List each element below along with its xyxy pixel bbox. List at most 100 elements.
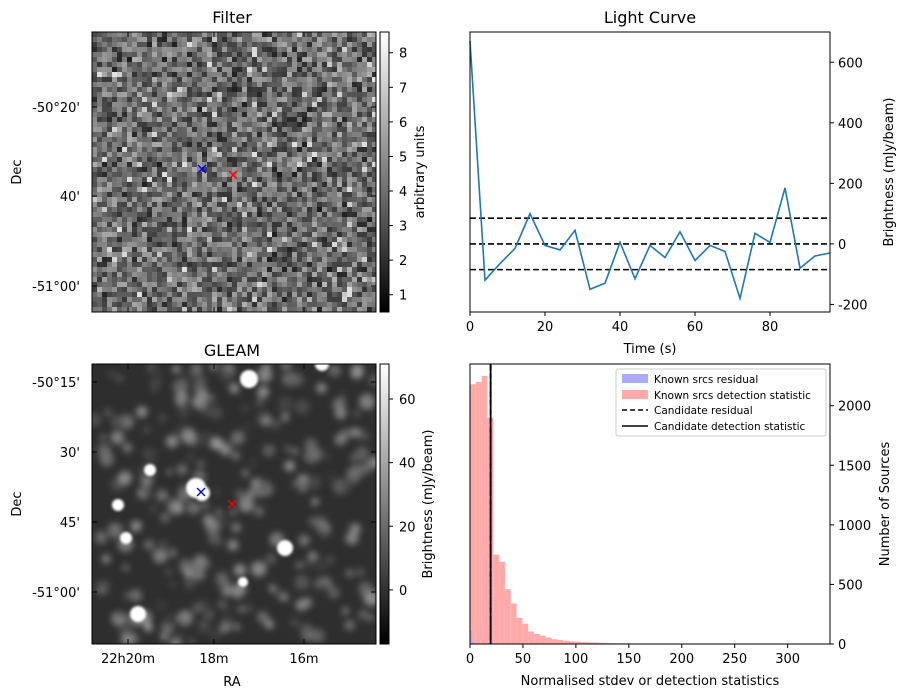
filter-pixel (142, 207, 147, 212)
filter-pixel (272, 252, 277, 257)
filter-pixel (227, 137, 232, 142)
filter-pixel (372, 72, 376, 77)
filter-pixel (372, 122, 376, 127)
filter-pixel (192, 107, 197, 112)
filter-pixel (102, 107, 107, 112)
filter-pixel (187, 132, 192, 137)
filter-pixel (162, 127, 167, 132)
filter-pixel (357, 202, 362, 207)
filter-pixel (277, 202, 282, 207)
filter-pixel (352, 197, 357, 202)
filter-pixel (222, 292, 227, 297)
filter-pixel (257, 227, 262, 232)
gleam-noise-blob (160, 512, 170, 523)
filter-pixel (92, 262, 97, 267)
filter-pixel (102, 292, 107, 297)
filter-pixel (312, 222, 317, 227)
filter-pixel (102, 67, 107, 72)
filter-pixel (127, 177, 132, 182)
x-tick-label: 80 (762, 320, 779, 335)
filter-pixel (102, 72, 107, 77)
filter-pixel (192, 222, 197, 227)
filter-pixel (357, 257, 362, 262)
filter-pixel (262, 157, 267, 162)
filter-pixel (337, 97, 342, 102)
colorbar-tick-label: 6 (399, 116, 407, 131)
filter-pixel (277, 302, 282, 307)
filter-pixel (122, 117, 127, 122)
filter-pixel (257, 307, 262, 312)
filter-pixel (102, 32, 107, 37)
filter-pixel (307, 87, 312, 92)
filter-pixel (202, 37, 207, 42)
filter-pixel (167, 267, 172, 272)
filter-pixel (227, 132, 232, 137)
filter-pixel (202, 212, 207, 217)
filter-pixel (237, 82, 242, 87)
filter-pixel (332, 132, 337, 137)
filter-pixel (222, 177, 227, 182)
filter-pixel (257, 67, 262, 72)
filter-pixel (102, 152, 107, 157)
filter-pixel (197, 102, 202, 107)
filter-pixel (342, 307, 347, 312)
filter-pixel (367, 147, 372, 152)
filter-pixel (242, 102, 247, 107)
filter-pixel (102, 267, 107, 272)
filter-pixel (247, 197, 252, 202)
filter-pixel (292, 87, 297, 92)
filter-pixel (182, 67, 187, 72)
filter-pixel (367, 42, 372, 47)
filter-pixel (112, 112, 117, 117)
filter-pixel (112, 42, 117, 47)
filter-pixel (222, 57, 227, 62)
filter-pixel (372, 202, 376, 207)
gleam-noise-blob (245, 489, 255, 499)
filter-pixel (322, 72, 327, 77)
filter-pixel (92, 247, 97, 252)
filter-pixel (272, 97, 277, 102)
filter-pixel (347, 122, 352, 127)
filter-pixel (162, 167, 167, 172)
filter-pixel (92, 222, 97, 227)
filter-pixel (297, 232, 302, 237)
filter-pixel (247, 202, 252, 207)
filter-pixel (287, 112, 292, 117)
filter-pixel (157, 132, 162, 137)
filter-pixel (227, 217, 232, 222)
filter-pixel (277, 272, 282, 277)
filter-pixel (92, 42, 97, 47)
filter-pixel (252, 42, 257, 47)
filter-pixel (272, 137, 277, 142)
filter-pixel (332, 222, 337, 227)
gleam-noise-blob (108, 370, 115, 378)
filter-pixel (152, 42, 157, 47)
gleam-noise-blob (200, 500, 210, 510)
filter-pixel (317, 197, 322, 202)
filter-pixel (292, 302, 297, 307)
filter-pixel (202, 257, 207, 262)
filter-pixel (297, 62, 302, 67)
filter-pixel (137, 117, 142, 122)
filter-pixel (107, 97, 112, 102)
filter-pixel (322, 102, 327, 107)
filter-pixel (332, 267, 337, 272)
filter-pixel (222, 212, 227, 217)
filter-pixel (257, 62, 262, 67)
filter-pixel (327, 112, 332, 117)
filter-pixel (107, 292, 112, 297)
filter-pixel (187, 262, 192, 267)
filter-pixel (347, 247, 352, 252)
filter-pixel (322, 162, 327, 167)
filter-pixel (322, 292, 327, 297)
filter-pixel (152, 207, 157, 212)
gleam-ytick-label: 45' (60, 516, 80, 531)
gleam-noise-blob (183, 569, 192, 577)
gleam-noise-blob (345, 569, 354, 578)
filter-pixel (157, 292, 162, 297)
gleam-noise-blob (316, 382, 327, 394)
filter-pixel (127, 92, 132, 97)
filter-pixel (127, 307, 132, 312)
filter-pixel (267, 257, 272, 262)
filter-pixel (357, 182, 362, 187)
